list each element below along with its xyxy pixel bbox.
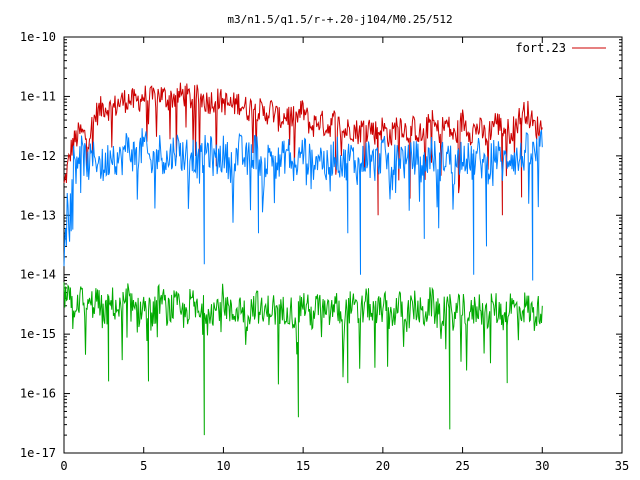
y-tick-label: 1e-14	[20, 268, 56, 282]
x-tick-label: 30	[535, 459, 549, 473]
series-line-3	[63, 282, 543, 436]
series-layer	[63, 82, 543, 436]
y-axis: 1e-17 1e-16 1e-15 1e-14 1e-13 1e-12 1e-11 1e-10	[20, 30, 622, 460]
series-line-2	[63, 128, 543, 281]
x-tick-label: 20	[376, 459, 390, 473]
y-tick-label: 1e-11	[20, 89, 56, 103]
x-tick-label: 5	[140, 459, 147, 473]
x-tick-label: 25	[455, 459, 469, 473]
y-tick-label: 1e-17	[20, 446, 56, 460]
x-axis: 0 5 10 15 20 25 30 35	[60, 37, 629, 473]
y-tick-label: 1e-15	[20, 327, 56, 341]
plot-frame	[63, 36, 623, 454]
y-tick-label: 1e-13	[20, 208, 56, 222]
x-tick-label: 15	[296, 459, 310, 473]
chart-title: m3/n1.5/q1.5/r-+.20-j104/M0.25/512	[227, 13, 452, 26]
y-tick-label: 1e-10	[20, 30, 56, 44]
x-tick-label: 0	[60, 459, 67, 473]
legend-label-fort23: fort.23	[515, 41, 566, 55]
y-tick-label: 1e-12	[20, 149, 56, 163]
x-tick-label: 10	[216, 459, 230, 473]
x-tick-label: 35	[615, 459, 629, 473]
series-line-1	[63, 82, 543, 216]
y-tick-label: 1e-16	[20, 387, 56, 401]
legend: fort.23	[515, 41, 606, 55]
